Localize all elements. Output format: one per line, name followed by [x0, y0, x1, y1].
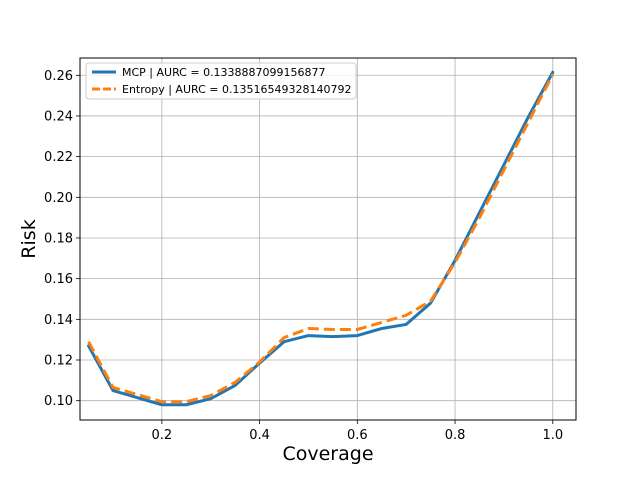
y-axis-label: Risk	[18, 219, 40, 258]
x-tick-label: 0.4	[249, 428, 270, 443]
y-tick-label: 0.16	[44, 272, 73, 287]
y-tick-label: 0.20	[44, 191, 73, 206]
y-tick-label: 0.24	[44, 109, 73, 124]
legend-box	[85, 62, 357, 100]
y-tick-label: 0.18	[44, 231, 73, 246]
series-line-mcp	[87, 70, 555, 407]
legend-entry-label: MCP | AURC = 0.1338887099156877	[122, 66, 326, 79]
y-tick-label: 0.10	[44, 394, 73, 409]
x-tick-label: 1.0	[542, 428, 563, 443]
ticks: 0.2 0.4 0.6 0.8 1.0 0.10 0.12 0.14 0.16 0.18 0.20 0…	[44, 69, 563, 443]
x-tick-label: 0.6	[347, 428, 368, 443]
x-axis-label: Coverage	[282, 443, 373, 465]
y-tick-label: 0.12	[44, 354, 73, 369]
plot-area	[80, 58, 576, 420]
plot-frame	[79, 57, 577, 421]
series-line-entropy	[87, 73, 555, 404]
series-layer	[87, 70, 555, 407]
y-tick-label: 0.14	[44, 313, 73, 328]
x-tick-label: 0.8	[445, 428, 466, 443]
legend: MCP | AURC = 0.1338887099156877 Entropy |…	[85, 62, 357, 100]
y-tick-label: 0.26	[44, 69, 73, 84]
x-tick-label: 0.2	[152, 428, 173, 443]
y-tick-label: 0.22	[44, 150, 73, 165]
legend-entry-label: Entropy | AURC = 0.13516549328140792	[122, 83, 351, 96]
